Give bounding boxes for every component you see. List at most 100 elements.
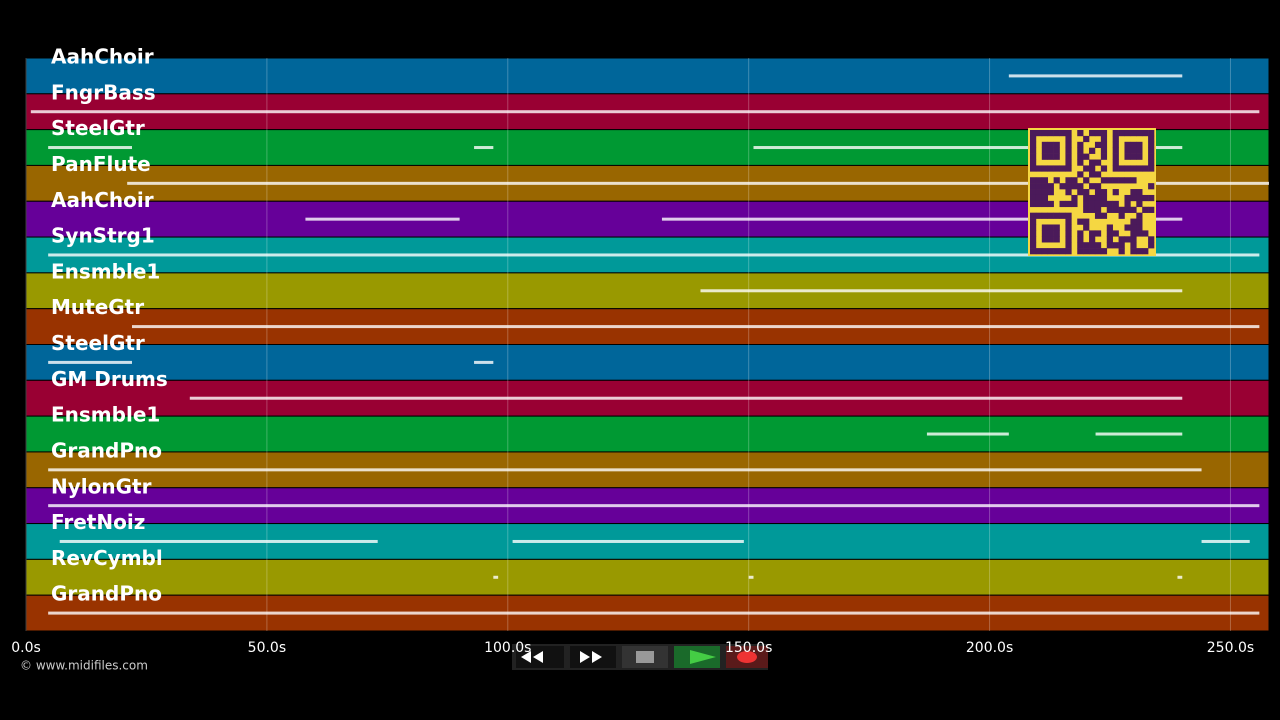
qr-cell: [1083, 224, 1090, 231]
qr-cell: [1053, 230, 1060, 237]
qr-cell: [1030, 183, 1037, 190]
track-label: GrandPno: [51, 582, 162, 606]
qr-cell: [1053, 147, 1060, 154]
qr-cell: [1094, 130, 1102, 137]
qr-cell: [1094, 189, 1102, 196]
qr-cell: [1118, 248, 1125, 255]
qr-cell: [1089, 130, 1096, 137]
qr-cell: [1059, 165, 1066, 172]
x-tick-label: 50.0s: [248, 640, 286, 656]
qr-cell: [1130, 248, 1137, 255]
qr-cell: [1118, 165, 1125, 172]
stop-button[interactable]: [622, 646, 668, 668]
note-span: [48, 611, 1260, 615]
qr-cell: [1065, 230, 1072, 237]
qr-cell: [1041, 177, 1049, 184]
qr-cell: [1130, 130, 1137, 137]
qr-cell: [1077, 183, 1084, 190]
qr-cell: [1089, 236, 1096, 243]
forward-button[interactable]: [570, 646, 616, 668]
qr-cell: [1083, 194, 1090, 202]
qr-cell: [1041, 224, 1049, 231]
qr-cell: [1065, 130, 1072, 137]
qr-cell: [1142, 130, 1149, 137]
qr-cell: [1094, 230, 1102, 237]
track-label: GrandPno: [51, 438, 162, 462]
x-tick-label: 0.0s: [11, 640, 41, 656]
qr-cell: [1094, 206, 1102, 213]
qr-cell: [1112, 130, 1119, 137]
qr-cell: [1041, 189, 1049, 196]
note-span: [661, 217, 1183, 221]
qr-cell: [1130, 242, 1137, 249]
note-span: [30, 110, 1260, 114]
note-span: [474, 146, 494, 150]
qr-cell: [1130, 141, 1137, 149]
qr-cell: [1053, 236, 1060, 243]
track-label: Ensmble1: [51, 259, 160, 283]
qr-cell: [1041, 165, 1049, 172]
track-label: SteelGtr: [51, 331, 145, 355]
play-button[interactable]: [674, 646, 720, 668]
record-icon: [737, 651, 757, 663]
qr-cell: [1130, 218, 1137, 225]
qr-cell: [1065, 236, 1072, 243]
qr-cell: [1065, 135, 1072, 143]
note-span: [512, 539, 744, 543]
qr-cell: [1030, 248, 1037, 255]
qr-cell: [1106, 230, 1113, 237]
qr-cell: [1083, 153, 1090, 160]
qr-cell: [1047, 153, 1054, 160]
qr-cell: [1053, 177, 1060, 184]
qr-cell: [1124, 141, 1131, 149]
track-row: [25, 415, 1270, 453]
qr-cell: [1047, 165, 1054, 172]
qr-cell: [1035, 194, 1043, 202]
qr-cell: [1059, 248, 1066, 255]
qr-cell: [1142, 165, 1149, 172]
qr-cell: [1112, 242, 1119, 249]
qr-cell: [1077, 248, 1084, 255]
qr-cell: [1030, 153, 1037, 160]
qr-cell: [1065, 200, 1072, 208]
qr-cell: [1035, 183, 1043, 190]
qr-cell: [1094, 159, 1102, 166]
qr-cell: [1030, 189, 1037, 196]
qr-cell: [1089, 242, 1096, 249]
qr-cell: [1112, 189, 1119, 196]
qr-cell: [1041, 236, 1049, 243]
qr-cell: [1065, 183, 1072, 190]
qr-cell: [1094, 200, 1102, 208]
qr-cell: [1047, 236, 1054, 243]
qr-cell: [1030, 147, 1037, 154]
qr-cell: [1083, 177, 1090, 184]
record-button[interactable]: [726, 646, 768, 668]
qr-cell: [1130, 230, 1137, 237]
qr-cell: [1077, 230, 1084, 237]
rewind-button[interactable]: [516, 646, 564, 668]
note-span: [48, 146, 132, 150]
qr-cell: [1071, 177, 1078, 184]
qr-cell: [1047, 230, 1054, 237]
note-span: [127, 181, 1269, 185]
qr-cell: [1047, 189, 1054, 196]
qr-cell: [1047, 141, 1054, 149]
qr-cell: [1142, 194, 1149, 202]
note-span: [748, 575, 754, 579]
note-span: [131, 325, 1260, 329]
qr-cell: [1041, 212, 1049, 219]
qr-cell: [1041, 183, 1049, 190]
qr-cell: [1148, 159, 1155, 166]
qr-cell: [1100, 147, 1108, 154]
stop-icon: [636, 651, 654, 663]
qr-cell: [1112, 141, 1119, 149]
qr-cell: [1118, 242, 1125, 249]
note-span: [753, 146, 1183, 150]
qr-cell: [1100, 141, 1108, 149]
track-label: AahChoir: [51, 45, 154, 69]
qr-cell: [1083, 165, 1090, 172]
qr-cell: [1106, 236, 1113, 243]
track-row: [25, 344, 1270, 381]
qr-cell: [1130, 194, 1137, 202]
qr-cell: [1030, 159, 1037, 166]
